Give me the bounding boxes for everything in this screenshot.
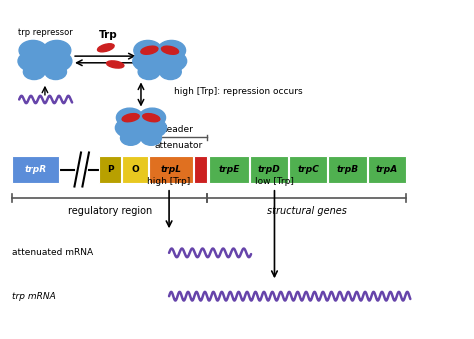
Text: trpL: trpL <box>161 165 182 174</box>
Ellipse shape <box>143 114 160 122</box>
Ellipse shape <box>133 48 187 75</box>
Circle shape <box>23 64 45 80</box>
FancyBboxPatch shape <box>149 156 193 183</box>
Circle shape <box>141 131 162 145</box>
Circle shape <box>120 131 141 145</box>
Circle shape <box>157 40 185 60</box>
FancyBboxPatch shape <box>328 156 367 183</box>
Text: attenuated mRNA: attenuated mRNA <box>12 248 93 257</box>
Text: O: O <box>131 165 139 174</box>
Circle shape <box>138 64 160 80</box>
FancyBboxPatch shape <box>122 156 148 183</box>
Text: high [Trp]: repression occurs: high [Trp]: repression occurs <box>174 87 302 96</box>
FancyBboxPatch shape <box>368 156 406 183</box>
Text: high [Trp]: high [Trp] <box>147 177 191 186</box>
Ellipse shape <box>98 44 114 52</box>
Text: P: P <box>107 165 113 174</box>
FancyBboxPatch shape <box>194 156 208 183</box>
FancyBboxPatch shape <box>99 156 121 183</box>
FancyBboxPatch shape <box>12 156 59 183</box>
Circle shape <box>117 108 143 127</box>
Ellipse shape <box>162 46 179 54</box>
Circle shape <box>43 40 71 60</box>
FancyBboxPatch shape <box>250 156 288 183</box>
Text: trpE: trpE <box>218 165 239 174</box>
Text: trpC: trpC <box>297 165 319 174</box>
Circle shape <box>139 108 165 127</box>
Text: regulatory region: regulatory region <box>68 205 152 216</box>
Text: trpA: trpA <box>376 165 398 174</box>
Text: trpR: trpR <box>25 165 46 174</box>
Ellipse shape <box>141 46 158 54</box>
Circle shape <box>134 40 162 60</box>
Circle shape <box>160 64 181 80</box>
Text: trpB: trpB <box>337 165 359 174</box>
Ellipse shape <box>18 48 72 75</box>
Ellipse shape <box>107 61 124 68</box>
FancyBboxPatch shape <box>289 156 328 183</box>
Text: trp mRNA: trp mRNA <box>12 292 56 301</box>
Text: Trp: Trp <box>99 30 118 40</box>
Text: leader: leader <box>164 125 192 134</box>
Text: trp repressor: trp repressor <box>18 28 73 37</box>
Text: structural genes: structural genes <box>267 205 347 216</box>
Text: low [Trp]: low [Trp] <box>255 177 294 186</box>
Ellipse shape <box>115 115 166 141</box>
Circle shape <box>19 40 47 60</box>
Text: trpD: trpD <box>257 165 280 174</box>
Ellipse shape <box>122 114 139 122</box>
Text: attenuator: attenuator <box>154 141 202 150</box>
FancyBboxPatch shape <box>209 156 249 183</box>
Circle shape <box>45 64 66 80</box>
